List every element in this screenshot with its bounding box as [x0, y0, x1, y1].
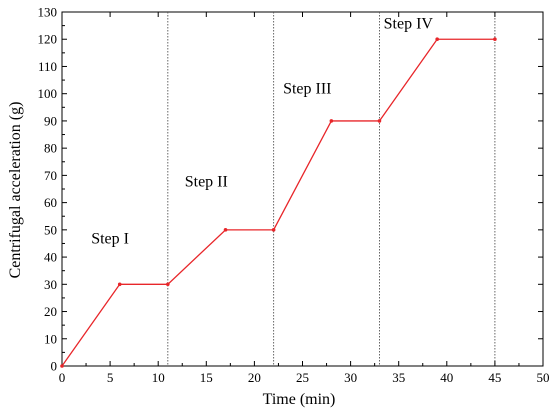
plot-border: [61, 11, 544, 367]
y-tick-label: 120: [38, 32, 58, 47]
data-point: [329, 119, 334, 123]
y-tick-label: 60: [44, 195, 57, 210]
y-tick-label: 50: [44, 222, 57, 237]
x-tick-label: 15: [200, 370, 213, 385]
annotations: Step I Step II Step III Step IV: [91, 15, 433, 247]
y-tick-label: 40: [44, 250, 57, 265]
x-tick-label: 25: [296, 370, 309, 385]
y-tick-label: 10: [44, 331, 57, 346]
step-annotation: Step I: [91, 230, 129, 247]
y-axis-title: Centrifugal acceleration (g): [7, 102, 24, 279]
step-annotation: Step III: [283, 81, 331, 98]
data-series: [60, 37, 497, 368]
step-boundary-lines: [167, 12, 496, 366]
x-tick-label: 20: [248, 370, 261, 385]
data-point: [223, 228, 228, 232]
y-tick-label: 70: [44, 168, 57, 183]
y-tick-label: 30: [44, 277, 57, 292]
x-tick-label: 5: [107, 370, 114, 385]
y-tick-label: 0: [51, 359, 58, 374]
data-point: [271, 228, 276, 232]
y-tick-label: 130: [38, 5, 58, 20]
x-tick-label: 10: [152, 370, 165, 385]
x-tick-label: 50: [537, 370, 550, 385]
step-annotation: Step II: [185, 173, 228, 190]
x-tick-label: 35: [392, 370, 405, 385]
x-tick-label: 0: [59, 370, 66, 385]
y-tick-label: 90: [44, 113, 57, 128]
step-annotation: Step IV: [384, 15, 434, 32]
y-tick-label: 20: [44, 304, 57, 319]
y-axis-ticks: 0 10 20 30 40 50 60 70 80 90 100 110 120 130: [38, 5, 543, 374]
y-tick-label: 100: [38, 86, 58, 101]
x-axis-ticks: 0 5 10 15 20 25 30 35 40 45 50: [59, 12, 550, 385]
data-point: [435, 37, 439, 42]
x-tick-label: 45: [488, 370, 501, 385]
data-point: [60, 364, 64, 368]
data-point: [493, 37, 497, 42]
series-line: [61, 38, 495, 367]
y-tick-label: 110: [38, 59, 57, 74]
plot-frame: [61, 11, 544, 367]
x-tick-label: 40: [440, 370, 453, 385]
x-axis-title: Time (min): [263, 391, 336, 408]
data-point: [377, 119, 382, 123]
y-tick-label: 80: [44, 141, 57, 156]
data-point: [117, 282, 122, 287]
x-tick-label: 30: [344, 370, 357, 385]
data-point: [166, 282, 170, 287]
